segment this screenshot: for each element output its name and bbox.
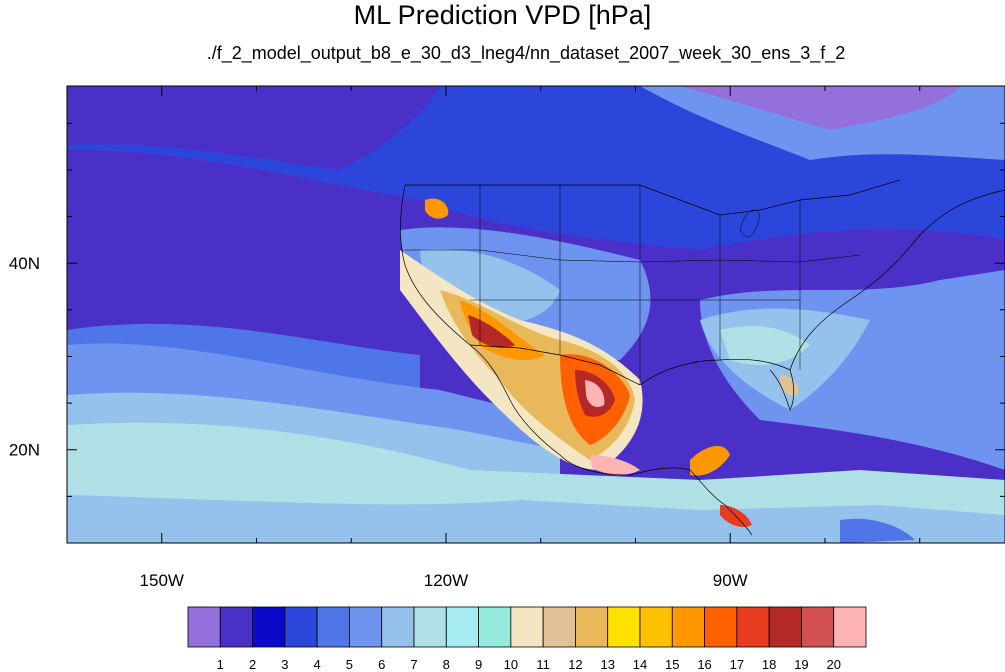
colorbar-swatch <box>284 606 318 648</box>
colorbar-swatch <box>413 606 447 648</box>
coastline-atlantic <box>789 189 1005 371</box>
colorbar-swatch <box>252 606 286 648</box>
colorbar-swatch <box>833 606 867 648</box>
colorbar-swatch <box>542 606 576 648</box>
colorbar-label: 15 <box>665 657 679 672</box>
colorbar-label: 14 <box>633 657 647 672</box>
colorbar-swatch <box>478 606 512 648</box>
colorbar-swatch <box>768 606 802 648</box>
colorbar-swatch <box>219 606 253 648</box>
colorbar-label: 7 <box>410 657 417 672</box>
colorbar-swatch <box>704 606 738 648</box>
colorbar-label: 1 <box>217 657 224 672</box>
field-band-northwest <box>425 198 449 219</box>
colorbar-label: 12 <box>568 657 582 672</box>
state-borders <box>405 185 861 385</box>
lat-tick-label: 40N <box>9 254 40 273</box>
field-band-central-america <box>690 445 730 476</box>
chart-title: ML Prediction VPD [hPa] <box>353 0 652 30</box>
map-frame <box>66 85 1005 544</box>
field-band-hot2 <box>460 300 545 361</box>
coastlines <box>400 179 1005 536</box>
coastline-pacific <box>400 184 753 536</box>
field-band-north-pacific <box>67 86 440 170</box>
colorbar-swatch <box>736 606 770 648</box>
colorbar-swatch <box>639 606 673 648</box>
colorbar-swatch <box>801 606 835 648</box>
field-band-max2 <box>590 455 640 475</box>
colorbar-swatch <box>187 606 221 648</box>
chart-subtitle: ./f_2_model_output_b8_e_30_d3_lneg4/nn_d… <box>206 43 846 63</box>
lat-tick-label: 20N <box>9 441 40 460</box>
field-band-tropics-south <box>67 495 1005 543</box>
colorbar-swatch <box>445 606 479 648</box>
field-band-canada-high <box>680 86 960 130</box>
colorbar-label: 20 <box>826 657 840 672</box>
colorbar-swatch <box>316 606 350 648</box>
colorbar-swatch <box>671 606 705 648</box>
colorbar-label: 11 <box>536 657 550 672</box>
colorbar-label: 8 <box>443 657 450 672</box>
field-band-gulf-coast <box>720 325 810 365</box>
field-band-caribbean <box>840 518 915 543</box>
colorbar-label: 4 <box>314 657 321 672</box>
colorbar-label: 6 <box>378 657 385 672</box>
axis-ticks <box>67 86 1005 543</box>
colorbar-swatch <box>607 606 641 648</box>
colorbar-label: 16 <box>697 657 711 672</box>
field-band-max <box>585 380 605 407</box>
border-canada <box>405 179 901 216</box>
lake-michigan <box>739 209 761 238</box>
colorbar-label: 10 <box>504 657 518 672</box>
colorbar-label: 13 <box>600 657 614 672</box>
colorbar-label: 9 <box>475 657 482 672</box>
coastline-gulf <box>639 358 795 411</box>
colorbar-label: 3 <box>281 657 288 672</box>
colorbar-label: 18 <box>762 657 776 672</box>
lon-tick-label: 90W <box>713 571 748 590</box>
vpd-field <box>67 86 1005 543</box>
colorbar: 1 2 3 4 5 6 7 8 9 10 11 12 13 14 15 16 17 18 19 20 <box>187 606 867 672</box>
axis-tick-labels: 150W 120W 90W 40N 20N <box>9 254 748 590</box>
colorbar-swatch <box>349 606 383 648</box>
colorbar-label: 5 <box>346 657 353 672</box>
colorbar-label: 19 <box>794 657 808 672</box>
lon-tick-label: 150W <box>140 571 184 590</box>
colorbar-label: 17 <box>730 657 744 672</box>
lon-tick-label: 120W <box>424 571 468 590</box>
colorbar-label: 2 <box>249 657 256 672</box>
colorbar-swatch <box>510 606 544 648</box>
colorbar-swatch <box>575 606 609 648</box>
colorbar-swatch <box>381 606 415 648</box>
